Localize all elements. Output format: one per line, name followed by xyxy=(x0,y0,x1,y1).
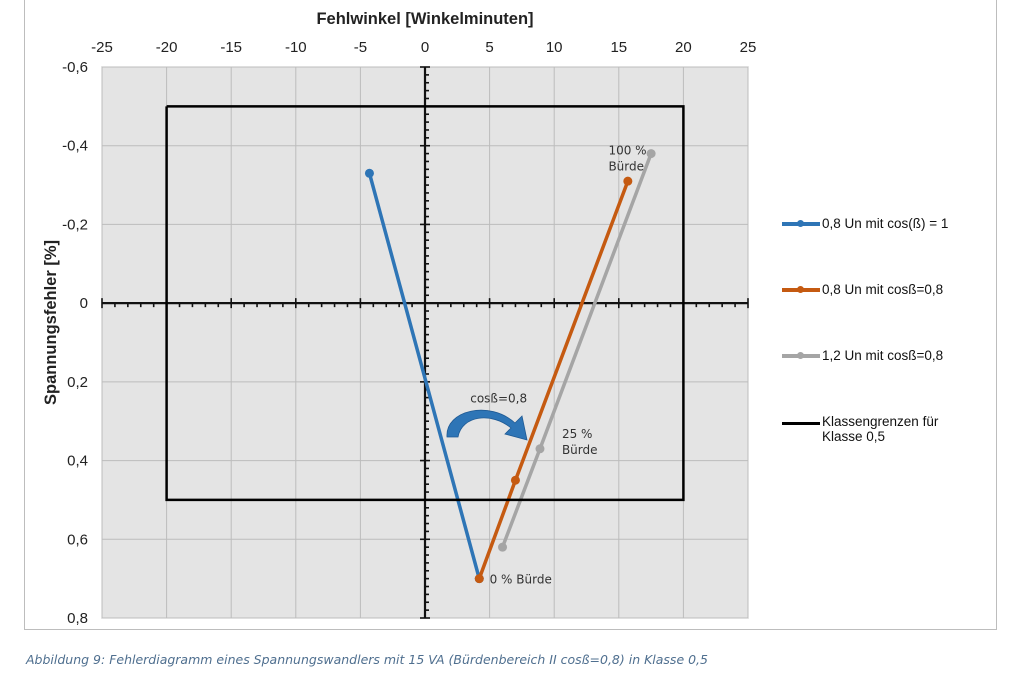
curved-arrow-icon xyxy=(446,409,528,441)
x-tick-label: 10 xyxy=(546,39,563,56)
legend-swatch xyxy=(780,414,820,428)
annotation-text: Bürde xyxy=(562,443,598,457)
x-tick-label: -15 xyxy=(220,39,242,56)
annotation-text: Bürde xyxy=(608,160,644,174)
legend-swatch xyxy=(780,282,820,296)
legend-swatch xyxy=(780,216,820,230)
x-tick-label: 15 xyxy=(610,39,627,56)
series-line-0 xyxy=(367,172,481,580)
data-point xyxy=(510,475,520,485)
legend-item: 1,2 Un mit cosß=0,8 xyxy=(780,348,943,363)
x-tick-label: -5 xyxy=(354,39,367,56)
x-tick-label: 25 xyxy=(740,39,757,56)
x-tick-label: 20 xyxy=(675,39,692,56)
legend-item: 0,8 Un mit cos(ß) = 1 xyxy=(780,216,948,231)
legend-swatch xyxy=(780,348,820,362)
legend-label: 1,2 Un mit cosß=0,8 xyxy=(822,348,944,363)
y-tick-label: 0,2 xyxy=(67,374,88,391)
y-tick-label: 0,4 xyxy=(67,453,88,470)
series-line-3 xyxy=(165,105,685,502)
annotation-text: 25 % xyxy=(562,427,593,441)
x-tick-label: 0 xyxy=(421,39,429,56)
x-tick-label: -10 xyxy=(285,39,307,56)
x-axis-title: Fehlwinkel [Winkelminuten] xyxy=(316,10,533,28)
legend-label: 0,8 Un mit cosß=0,8 xyxy=(822,282,944,297)
y-axis-title: Spannungsfehler [%] xyxy=(42,240,60,405)
data-point xyxy=(474,574,484,584)
data-point xyxy=(364,168,374,178)
figure-frame xyxy=(24,0,997,630)
data-point xyxy=(623,176,633,186)
legend-item: 0,8 Un mit cosß=0,8 xyxy=(780,282,943,297)
error-diagram-chart: -25 -20 -15 -10 -5 0 5 10 15 20 25 -0,6 -0,4 -0,2 0 0,2… xyxy=(42,10,757,627)
y-tick-label: 0,6 xyxy=(67,531,88,548)
legend-item: Klassengrenzen für Klasse 0,5 xyxy=(780,414,952,444)
data-point xyxy=(535,444,545,454)
y-tick-label: -0,2 xyxy=(62,216,88,233)
x-tick-label: -25 xyxy=(91,39,113,56)
y-tick-label: -0,6 xyxy=(62,59,88,76)
data-point xyxy=(646,149,656,159)
legend-label: 0,8 Un mit cos(ß) = 1 xyxy=(822,216,949,231)
data-point xyxy=(498,542,508,552)
annotation-text: cosß=0,8 xyxy=(470,392,527,406)
x-tick-label: 5 xyxy=(485,39,493,56)
annotation-text: 100 % xyxy=(608,144,646,158)
x-tick-label: -20 xyxy=(156,39,178,56)
y-tick-label: -0,4 xyxy=(62,138,88,155)
y-tick-label: 0,8 xyxy=(67,610,88,627)
annotation-text: 0 % Bürde xyxy=(490,573,552,587)
figure-caption: Abbildung 9: Fehlerdiagramm eines Spannu… xyxy=(26,652,708,667)
y-tick-label: 0 xyxy=(80,295,88,312)
legend-label: Klassengrenzen für Klasse 0,5 xyxy=(822,414,939,444)
